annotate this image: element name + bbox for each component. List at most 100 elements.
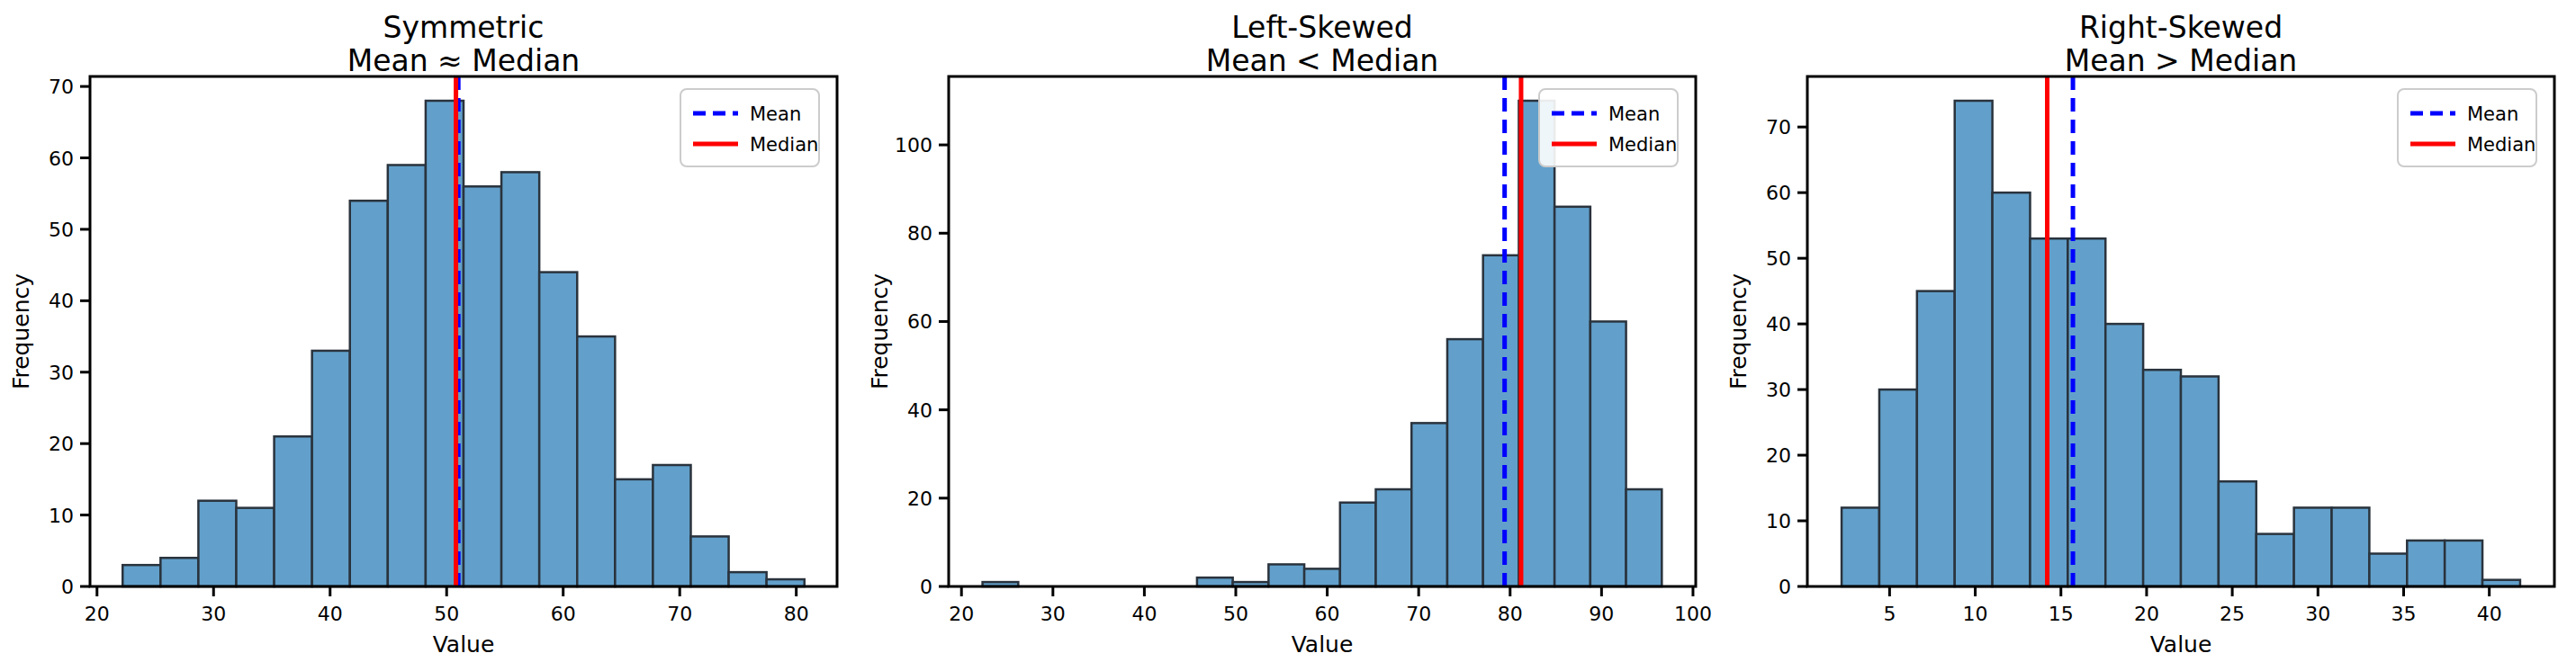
histogram-bar (1340, 503, 1376, 586)
histogram-bar (2256, 534, 2294, 586)
x-tick-label: 20 (85, 603, 110, 625)
x-tick-label: 70 (667, 603, 692, 625)
y-tick-label: 10 (49, 505, 74, 527)
legend-median-label: Median (750, 134, 818, 156)
y-tick-label: 70 (1766, 116, 1791, 139)
y-axis-label: Frequency (8, 273, 34, 389)
y-tick-label: 30 (1766, 379, 1791, 401)
x-tick-label: 20 (2134, 603, 2159, 625)
x-tick-label: 40 (1131, 603, 1157, 625)
y-tick-label: 60 (49, 148, 74, 170)
chart-title: Right-Skewed (2079, 10, 2283, 45)
x-axis-label: Value (433, 631, 495, 658)
y-axis-label: Frequency (867, 273, 893, 389)
histogram-bar (122, 565, 160, 586)
histogram-bar (1590, 321, 1626, 586)
x-tick-label: 15 (2049, 603, 2074, 625)
histogram-bar (1483, 255, 1519, 586)
y-tick-label: 20 (1766, 444, 1791, 467)
histogram-bar (2219, 481, 2256, 586)
y-tick-label: 100 (895, 134, 932, 157)
histogram-bar (577, 336, 615, 586)
x-tick-label: 25 (2220, 603, 2245, 625)
histogram-bar (1518, 101, 1554, 586)
histogram-bar (2143, 370, 2181, 586)
histogram-bar (1993, 192, 2031, 586)
y-tick-label: 40 (49, 290, 74, 312)
x-tick-label: 5 (1883, 603, 1896, 625)
chart-right-skewed: 510152025303540010203040506070ValueFrequ… (1717, 0, 2576, 671)
histogram-bar (539, 273, 577, 586)
histogram-bar (729, 572, 767, 586)
y-tick-label: 20 (49, 433, 74, 455)
histogram-bar (1304, 568, 1340, 586)
y-tick-label: 70 (49, 76, 74, 98)
x-tick-label: 60 (551, 603, 576, 625)
legend: Mean Median (680, 89, 819, 166)
y-axis-label: Frequency (1725, 273, 1752, 389)
histogram-bar (350, 201, 388, 586)
y-tick-label: 50 (1766, 247, 1791, 270)
histogram-bar (653, 465, 690, 586)
x-tick-label: 30 (201, 603, 226, 625)
histogram-left-skewed: 2030405060708090100020406080100ValueFreq… (859, 0, 1717, 671)
histogram-bar (1268, 564, 1304, 586)
legend-mean-label: Mean (750, 103, 801, 125)
histogram-bar (2105, 324, 2143, 586)
x-tick-label: 50 (1223, 603, 1248, 625)
x-tick-label: 10 (1963, 603, 1988, 625)
chart-title: Left-Skewed (1231, 10, 1412, 45)
histogram-bar (1842, 507, 1879, 586)
histogram-bar (1879, 389, 1917, 586)
y-tick-label: 40 (907, 399, 932, 422)
histogram-right-skewed: 510152025303540010203040506070ValueFrequ… (1717, 0, 2576, 671)
chart-subtitle: Mean < Median (1206, 43, 1439, 78)
histogram-bar (1447, 339, 1483, 586)
x-axis-label: Value (1292, 631, 1354, 658)
histogram-bar (1411, 423, 1447, 586)
figure: 20304050607080010203040506070ValueFreque… (0, 0, 2576, 671)
histogram-bar (312, 351, 350, 586)
chart-subtitle: Mean ≈ Median (347, 43, 581, 78)
y-tick-label: 30 (49, 362, 74, 384)
histogram-bar (501, 172, 539, 586)
legend: MeanMedian (2398, 89, 2536, 166)
y-tick-label: 0 (61, 576, 74, 598)
x-tick-label: 60 (1315, 603, 1340, 625)
x-axis-label: Value (2150, 631, 2212, 658)
histogram-symmetric: 20304050607080010203040506070ValueFreque… (0, 0, 859, 671)
histogram-bar (1554, 207, 1590, 586)
legend-median-label: Median (1608, 134, 1677, 156)
legend-mean-label: Mean (1608, 103, 1660, 125)
chart-symmetric: 20304050607080010203040506070ValueFreque… (0, 0, 859, 671)
histogram-bar (198, 501, 236, 586)
histogram-bar (691, 536, 729, 586)
x-tick-label: 80 (784, 603, 809, 625)
y-tick-label: 40 (1766, 313, 1791, 336)
y-tick-label: 60 (907, 310, 932, 333)
histogram-bar (1376, 489, 1412, 586)
histogram-bar (1955, 101, 1993, 586)
x-tick-label: 80 (1498, 603, 1523, 625)
x-tick-label: 50 (434, 603, 459, 625)
histogram-bar (2181, 376, 2219, 586)
x-tick-label: 40 (2477, 603, 2502, 625)
legend: Mean Median (1539, 89, 1678, 166)
x-tick-label: 30 (1040, 603, 1066, 625)
y-tick-label: 20 (907, 488, 932, 510)
x-tick-label: 30 (2305, 603, 2330, 625)
y-tick-label: 0 (1779, 576, 1791, 598)
histogram-bar (615, 479, 653, 586)
x-tick-label: 35 (2391, 603, 2416, 625)
x-tick-label: 100 (1674, 603, 1712, 625)
chart-left-skewed: 2030405060708090100020406080100ValueFreq… (859, 0, 1717, 671)
histogram-bar (388, 165, 426, 586)
legend-mean-label: Mean (2467, 103, 2518, 125)
histogram-bar (1626, 489, 1662, 586)
histogram-bar (464, 186, 501, 586)
y-tick-label: 80 (907, 222, 932, 245)
histogram-bar (275, 436, 312, 586)
histogram-bar (2294, 507, 2332, 586)
x-tick-label: 20 (949, 603, 974, 625)
histogram-bar (160, 558, 198, 586)
